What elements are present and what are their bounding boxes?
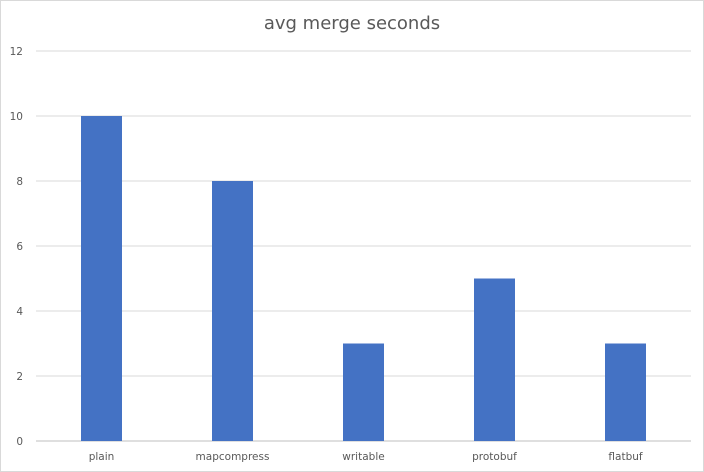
y-tick-label: 4 <box>16 306 23 318</box>
x-tick-label: flatbuf <box>608 451 642 463</box>
y-tick-label: 6 <box>16 241 23 253</box>
y-tick-label: 10 <box>10 111 23 123</box>
chart-title: avg merge seconds <box>263 13 441 34</box>
bar-flatbuf <box>605 343 646 441</box>
x-tick-label: protobuf <box>472 451 517 463</box>
x-tick-label: plain <box>89 451 115 463</box>
bar-protobuf <box>474 278 515 441</box>
y-tick-label: 0 <box>16 436 23 448</box>
y-tick-labels: 0 2 4 6 8 10 12 <box>10 46 24 448</box>
x-tick-label: writable <box>342 451 384 463</box>
x-tick-label: mapcompress <box>196 451 270 463</box>
bar-plain <box>81 116 122 441</box>
bars <box>81 116 646 441</box>
bar-writable <box>343 343 384 441</box>
y-tick-label: 12 <box>10 46 23 58</box>
y-tick-label: 8 <box>16 176 23 188</box>
bar-mapcompress <box>212 181 253 441</box>
x-tick-labels: plain mapcompress writable protobuf flatbuf <box>89 451 643 463</box>
y-tick-label: 2 <box>16 371 23 383</box>
